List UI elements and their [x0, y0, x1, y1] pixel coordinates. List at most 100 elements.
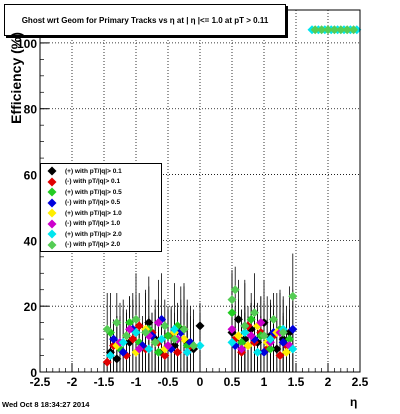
legend-label: (+) with pT/|q|> 0.1 — [65, 167, 122, 175]
x-tick-label: -2.5 — [30, 375, 51, 389]
data-point — [243, 341, 253, 351]
data-point — [105, 351, 115, 361]
y-tick-label: 60 — [24, 169, 38, 183]
data-point — [163, 331, 173, 341]
legend-entry: (-) with pT/|q|> 0.1 — [47, 177, 120, 187]
data-point — [160, 321, 170, 331]
x-tick-label: 0.5 — [224, 375, 241, 389]
data-point — [157, 334, 167, 344]
y-tick-label: 0 — [30, 366, 37, 380]
legend-marker — [47, 198, 57, 207]
data-point — [227, 337, 237, 347]
data-point — [109, 334, 119, 344]
data-point — [323, 25, 333, 35]
legend-label: (-) with pT/|q|> 0.5 — [65, 199, 121, 206]
legend-marker — [47, 240, 57, 249]
legend-label: (-) with pT/|q|> 0.1 — [65, 178, 121, 185]
legend-entry: (+) with pT/|q|> 2.0 — [47, 229, 122, 239]
data-point — [169, 334, 179, 344]
x-tick-label: -1.5 — [94, 375, 115, 389]
data-point — [256, 318, 266, 328]
data-point — [259, 347, 269, 357]
y-tick-label: 40 — [24, 234, 38, 248]
data-point — [102, 357, 112, 367]
data-point — [134, 321, 144, 331]
data-point — [179, 324, 189, 334]
x-axis-label: η — [350, 395, 358, 409]
legend-entry: (-) with pT/|q|> 0.5 — [47, 198, 120, 208]
data-point — [246, 331, 256, 341]
legend-marker — [47, 219, 57, 228]
data-point — [189, 341, 199, 351]
data-point — [153, 347, 163, 357]
legend-marker — [47, 187, 57, 197]
legend-marker — [47, 166, 57, 176]
data-point — [128, 334, 138, 344]
data-point — [131, 314, 141, 324]
data-point — [329, 25, 339, 35]
data-point — [272, 344, 282, 354]
legend-entry: (+) with pT/|q|> 0.5 — [47, 187, 122, 197]
data-point — [112, 354, 122, 364]
data-point — [195, 321, 205, 331]
legend-label: (-) with pT/|q|> 1.0 — [65, 220, 121, 227]
data-point — [153, 318, 163, 328]
data-point — [265, 334, 275, 344]
data-point — [249, 308, 259, 318]
legend-marker — [47, 229, 57, 239]
data-point — [179, 334, 189, 344]
x-tick-label: 1.5 — [288, 375, 305, 389]
data-point — [150, 337, 160, 347]
data-point — [285, 334, 295, 344]
data-point — [195, 341, 205, 351]
data-point — [349, 25, 359, 35]
x-tick-label: -1 — [131, 375, 142, 389]
data-point — [269, 314, 279, 324]
x-tick-labels: -2.5 -2 -1.5 -1 -0.5 0 0.5 1 1.5 2 2.5 — [30, 375, 369, 389]
data-point — [259, 331, 269, 341]
legend-entry: (-) with pT/|q|> 1.0 — [47, 219, 120, 229]
y-tick-label: 20 — [24, 300, 38, 314]
data-point — [336, 25, 346, 35]
data-point — [163, 341, 173, 351]
data-point — [317, 25, 327, 35]
data-point — [160, 351, 170, 361]
x-tick-label: 2 — [325, 375, 332, 389]
data-point — [233, 314, 243, 324]
data-point — [278, 337, 288, 347]
data-point — [265, 344, 275, 354]
chart-title: Ghost wrt Geom for Primary Tracks vs η a… — [4, 4, 286, 36]
legend-label: (+) with pT/|q|> 2.0 — [65, 230, 122, 238]
data-point — [144, 318, 154, 328]
x-tick-label: -0.5 — [158, 375, 179, 389]
data-point — [141, 328, 151, 338]
data-point — [230, 285, 240, 295]
data-point — [227, 295, 237, 305]
y-tick-labels: 0 20 40 60 80 100 — [17, 37, 37, 380]
data-point — [182, 347, 192, 357]
data-point — [227, 324, 237, 334]
data-point — [102, 324, 112, 334]
legend-label: (+) with pT/|q|> 1.0 — [65, 209, 122, 217]
x-tick-label: 1 — [261, 375, 268, 389]
y-tick-label: 80 — [24, 103, 38, 117]
data-points — [38, 25, 362, 367]
data-point — [288, 344, 298, 354]
legend-marker — [47, 208, 57, 218]
data-point — [288, 291, 298, 301]
data-point — [134, 344, 144, 354]
data-point — [237, 337, 247, 347]
data-point — [310, 25, 320, 35]
data-point — [118, 337, 128, 347]
data-point — [342, 25, 352, 35]
x-tick-label: 0 — [197, 375, 204, 389]
datestamp: Wed Oct 8 18:34:27 2014 — [2, 400, 90, 409]
legend-marker — [47, 177, 57, 186]
x-tick-label: 2.5 — [352, 375, 369, 389]
data-point — [125, 324, 135, 334]
data-point — [169, 324, 179, 334]
data-point — [246, 314, 256, 324]
data-point — [173, 347, 183, 357]
legend-entry: (+) with pT/|q|> 0.1 — [47, 166, 122, 176]
